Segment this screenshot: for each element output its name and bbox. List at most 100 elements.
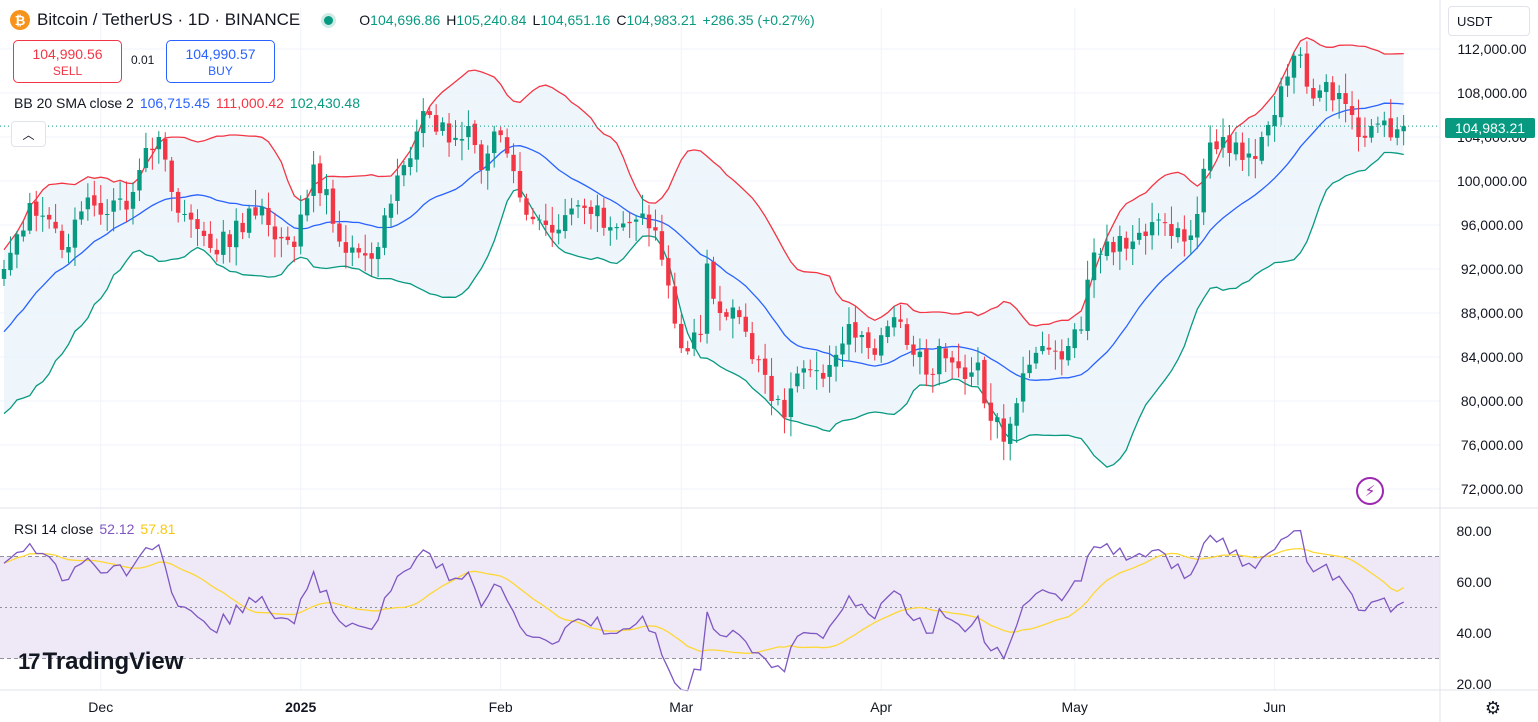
candle[interactable]	[253, 189, 258, 220]
candle[interactable]	[1027, 350, 1032, 378]
candle[interactable]	[879, 327, 884, 363]
candle[interactable]	[117, 181, 123, 211]
candle[interactable]	[1272, 96, 1277, 142]
sell-button[interactable]: 104,990.56 SELL	[13, 40, 122, 83]
candle[interactable]	[66, 233, 71, 264]
candle[interactable]	[646, 204, 652, 247]
candle[interactable]	[601, 197, 607, 236]
candle[interactable]	[292, 236, 297, 263]
rsi-legend[interactable]: RSI 14 close 52.12 57.81	[14, 521, 175, 537]
candle[interactable]	[711, 256, 716, 305]
candle[interactable]	[279, 227, 284, 258]
candle[interactable]	[853, 306, 858, 353]
candle[interactable]	[1149, 202, 1155, 250]
candle[interactable]	[421, 98, 426, 148]
candle[interactable]	[1388, 99, 1393, 141]
candle[interactable]	[1111, 236, 1116, 266]
candle[interactable]	[453, 120, 458, 147]
candle[interactable]	[459, 121, 465, 161]
candle[interactable]	[1195, 196, 1200, 250]
candle[interactable]	[433, 104, 439, 136]
candle[interactable]	[1266, 121, 1271, 147]
candle[interactable]	[859, 330, 865, 354]
candle[interactable]	[227, 229, 232, 263]
candle[interactable]	[285, 226, 290, 245]
candle[interactable]	[1014, 397, 1019, 443]
candle[interactable]	[1356, 99, 1361, 152]
lightning-icon[interactable]: ⚡	[1356, 477, 1384, 505]
candle[interactable]	[311, 150, 316, 213]
candle[interactable]	[1, 259, 7, 287]
candle[interactable]	[259, 198, 265, 225]
candle[interactable]	[59, 224, 65, 259]
candle[interactable]	[633, 214, 639, 241]
candle[interactable]	[930, 368, 935, 393]
candle[interactable]	[150, 137, 155, 170]
candle[interactable]	[827, 345, 832, 393]
candle[interactable]	[756, 355, 761, 373]
candle[interactable]	[504, 128, 510, 158]
candle[interactable]	[1053, 340, 1058, 370]
candle[interactable]	[46, 207, 52, 229]
candle[interactable]	[743, 303, 748, 337]
candle[interactable]	[1214, 129, 1219, 155]
candle[interactable]	[163, 132, 168, 172]
candle[interactable]	[201, 221, 207, 247]
buy-button[interactable]: 104,990.57 BUY	[166, 40, 275, 83]
candle[interactable]	[724, 308, 729, 321]
candle[interactable]	[795, 366, 800, 393]
candle[interactable]	[382, 207, 387, 256]
candle[interactable]	[808, 359, 813, 378]
candle[interactable]	[304, 189, 310, 222]
candle[interactable]	[640, 194, 645, 225]
candle[interactable]	[988, 383, 994, 441]
candle[interactable]	[479, 140, 484, 184]
candle[interactable]	[1253, 139, 1258, 179]
candle[interactable]	[704, 249, 710, 344]
candle[interactable]	[124, 181, 129, 223]
symbol-title[interactable]: Bitcoin / TetherUS · 1D · BINANCE	[37, 10, 301, 29]
candle[interactable]	[762, 343, 768, 394]
candle[interactable]	[672, 272, 677, 329]
candle[interactable]	[369, 242, 374, 277]
candle[interactable]	[1137, 218, 1142, 245]
candle[interactable]	[175, 188, 181, 223]
candle[interactable]	[788, 372, 794, 437]
candle[interactable]	[1349, 91, 1355, 130]
candle[interactable]	[1156, 213, 1161, 236]
candle[interactable]	[1169, 206, 1174, 249]
candle[interactable]	[614, 223, 619, 240]
candle[interactable]	[1130, 224, 1135, 266]
candle[interactable]	[143, 132, 149, 173]
candle[interactable]	[1001, 404, 1006, 461]
candle[interactable]	[917, 338, 923, 375]
candle[interactable]	[627, 211, 632, 239]
candle[interactable]	[395, 158, 400, 215]
candle[interactable]	[621, 211, 626, 231]
candle[interactable]	[79, 201, 84, 225]
candle[interactable]	[659, 214, 665, 266]
candle[interactable]	[1201, 158, 1206, 226]
candle[interactable]	[550, 206, 555, 247]
candle[interactable]	[1369, 119, 1374, 143]
candle[interactable]	[885, 320, 890, 344]
candle[interactable]	[40, 196, 45, 232]
candle[interactable]	[337, 210, 342, 247]
candle[interactable]	[1207, 125, 1213, 179]
candle[interactable]	[575, 200, 581, 218]
candle[interactable]	[1285, 64, 1290, 97]
candle[interactable]	[1040, 331, 1045, 355]
candle[interactable]	[956, 343, 961, 378]
bitcoin-icon[interactable]: ₿	[10, 10, 30, 30]
candle[interactable]	[1124, 231, 1129, 261]
candle[interactable]	[730, 299, 736, 339]
candle[interactable]	[330, 179, 336, 233]
tradingview-logo[interactable]: 17 TradingView	[18, 648, 183, 676]
candle[interactable]	[98, 185, 103, 225]
candle[interactable]	[1033, 346, 1039, 369]
candle[interactable]	[595, 194, 600, 232]
candle[interactable]	[440, 117, 445, 136]
candle[interactable]	[866, 327, 871, 359]
candle[interactable]	[588, 200, 594, 230]
candle[interactable]	[1298, 47, 1303, 68]
